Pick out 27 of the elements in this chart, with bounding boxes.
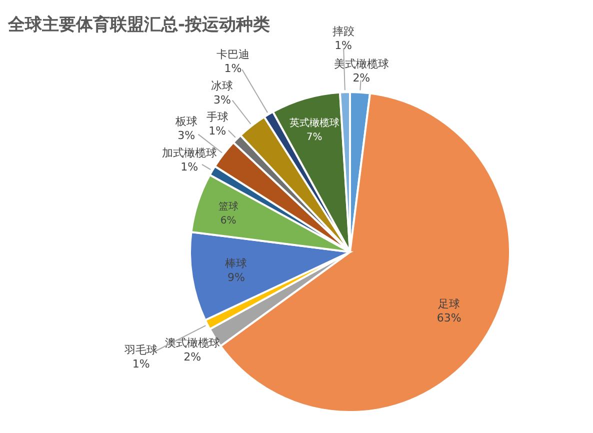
slice-label: 羽毛球 xyxy=(124,343,158,356)
slice-label: 摔跤 xyxy=(332,25,354,38)
data-label: 6% xyxy=(220,215,236,226)
data-label: 63% xyxy=(436,312,462,325)
data-label: 9% xyxy=(227,271,245,284)
slice-label: 英式橄榄球 xyxy=(289,117,340,130)
slice-label: 澳式橄榄球 xyxy=(164,336,220,350)
slice-label: 篮球 xyxy=(218,200,238,212)
data-label: 1% xyxy=(208,124,226,138)
chart-title: 全球主要体育联盟汇总-按运动种类 xyxy=(7,14,270,35)
slice-label: 板球 xyxy=(174,115,198,128)
data-label: 1% xyxy=(180,160,198,174)
data-label: 3% xyxy=(213,93,231,106)
slice-label: 手球 xyxy=(206,110,228,124)
slice-label: 卡巴迪 xyxy=(216,48,250,61)
data-label: 1% xyxy=(334,39,352,52)
data-label: 2% xyxy=(184,350,202,364)
data-label: 3% xyxy=(178,129,196,142)
slice-label: 棒球 xyxy=(225,257,248,270)
data-label: 7% xyxy=(306,132,322,144)
data-label: 1% xyxy=(132,357,150,370)
data-label: 2% xyxy=(352,71,370,84)
data-label: 1% xyxy=(224,62,242,75)
slice-label: 足球 xyxy=(438,298,460,311)
slice-label: 美式橄榄球 xyxy=(334,57,389,70)
slice-label: 加式橄榄球 xyxy=(162,146,217,160)
slice-label: 冰球 xyxy=(211,79,234,92)
